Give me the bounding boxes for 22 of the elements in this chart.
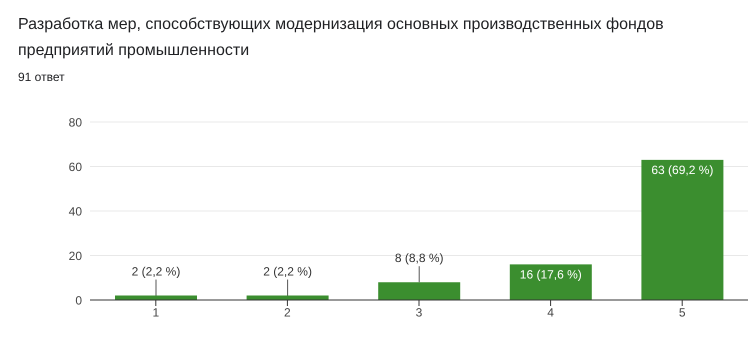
x-tick-label: 2	[284, 306, 292, 320]
y-tick-label: 20	[68, 248, 82, 263]
bar	[510, 264, 592, 300]
data-label: 16 (17,6 %)	[520, 267, 582, 282]
data-label: 8 (8,8 %)	[394, 251, 444, 266]
bar	[641, 160, 724, 300]
data-label: 2 (2,2 %)	[263, 264, 312, 279]
chart-title: Разработка мер, способствующих модернизация основных производственных фондов предприятий промышленности	[18, 15, 665, 61]
x-tick-label: 5	[678, 306, 686, 320]
chart-subtitle: 91 ответ	[18, 70, 65, 84]
y-tick-label: 60	[68, 160, 82, 174]
y-tick-label: 0	[75, 293, 82, 308]
y-tick-label: 40	[68, 204, 82, 218]
x-tick-label: 4	[547, 306, 554, 320]
bar	[378, 282, 460, 300]
y-tick-label: 80	[68, 115, 82, 130]
data-label: 2 (2,2 %)	[132, 264, 180, 279]
bar	[115, 296, 198, 300]
x-tick-label: 3	[416, 306, 423, 320]
bar	[246, 296, 329, 300]
x-tick-label: 1	[152, 306, 160, 320]
data-label: 63 (69,2 %)	[651, 162, 714, 177]
